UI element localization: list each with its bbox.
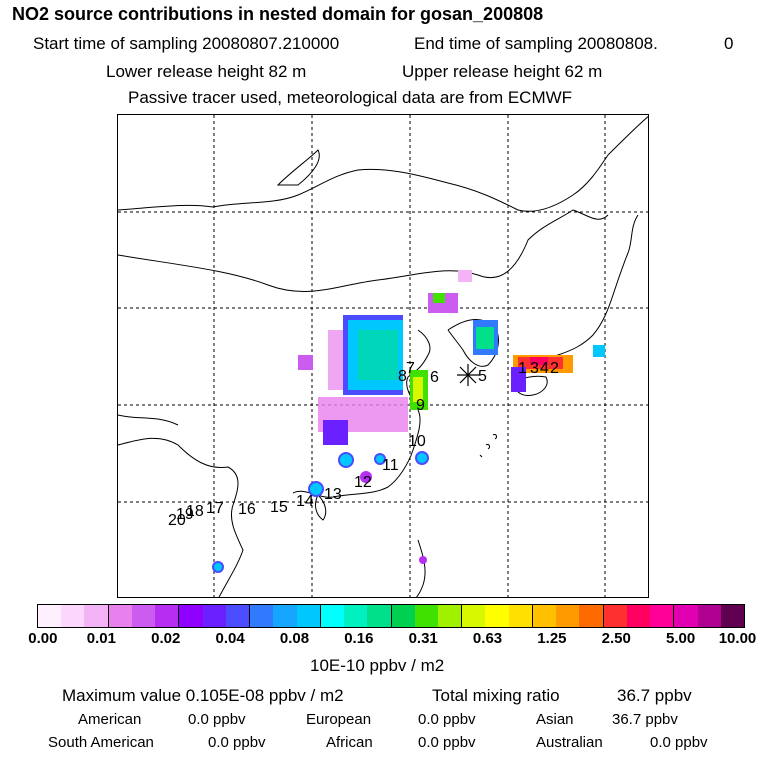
source-label: 15 xyxy=(270,499,288,516)
region-value-south-american: 0.0 ppbv xyxy=(208,734,266,751)
colorbar-swatch xyxy=(179,605,203,627)
colorbar-swatch xyxy=(202,605,226,627)
colorbar xyxy=(37,604,745,628)
colorbar-swatch xyxy=(437,605,463,627)
colorbar-swatch xyxy=(225,605,251,627)
region-value-european: 0.0 ppbv xyxy=(418,711,476,728)
source-label: 10 xyxy=(408,433,426,450)
end-time: End time of sampling 20080808. xyxy=(414,34,658,53)
region-value-australian: 0.0 ppbv xyxy=(650,734,708,751)
colorbar-tick-label: 1.25 xyxy=(537,630,567,647)
colorbar-tick-label: 10.00 xyxy=(718,630,757,647)
colorbar-swatch xyxy=(556,605,580,627)
source-label: 14 xyxy=(296,493,314,510)
colorbar-swatch xyxy=(391,605,415,627)
start-time: Start time of sampling 20080807.210000 xyxy=(33,34,340,53)
region-name-african: African xyxy=(326,734,373,751)
colorbar-swatch xyxy=(344,605,368,627)
colorbar-swatch xyxy=(579,605,604,627)
colorbar-swatch xyxy=(38,605,62,627)
colorbar-tick-label: 0.63 xyxy=(472,630,503,647)
source-label: 13 xyxy=(324,486,342,503)
source-label: 1 xyxy=(518,360,527,377)
source-labels: 1 2 3 4 5 6 7 8 9 10 11 12 13 14 15 16 1… xyxy=(168,360,559,529)
colorbar-swatch xyxy=(296,605,321,627)
colorbar-swatch xyxy=(273,605,297,627)
colorbar-swatch xyxy=(414,605,438,627)
colorbar-tick-label: 0.01 xyxy=(86,630,116,647)
colorbar-tick-label: 0.00 xyxy=(28,630,58,647)
region-value-african: 0.0 ppbv xyxy=(418,734,476,751)
colorbar-swatch xyxy=(674,605,698,627)
colorbar-tick-label: 2.50 xyxy=(601,630,631,647)
colorbar-swatch xyxy=(155,605,180,627)
source-label: 12 xyxy=(354,474,372,491)
colorbar-swatch xyxy=(697,605,721,627)
end-time-value: 0 xyxy=(724,34,734,53)
colorbar-tick-label: 0.31 xyxy=(408,630,438,647)
colorbar-swatch xyxy=(367,605,392,627)
total-mixing-label: Total mixing ratio xyxy=(432,686,560,705)
source-label: 16 xyxy=(238,501,256,518)
colorbar-swatch xyxy=(84,605,109,627)
source-label: 19 xyxy=(176,506,194,523)
colorbar-swatch xyxy=(462,605,486,627)
source-label: 20 xyxy=(168,512,186,529)
map-canvas: 1 2 3 4 5 6 7 8 9 10 11 12 13 14 15 16 1… xyxy=(118,115,648,597)
colorbar-swatch xyxy=(720,605,745,627)
colorbar-swatch xyxy=(626,605,651,627)
colorbar-swatch xyxy=(485,605,509,627)
region-name-american: American xyxy=(78,711,142,728)
colorbar-tick-label: 0.02 xyxy=(151,630,181,647)
map-title: NO2 source contributions in nested domai… xyxy=(12,4,544,24)
source-label: 17 xyxy=(206,500,224,517)
colorbar-swatch xyxy=(508,605,533,627)
colorbar-swatch xyxy=(650,605,675,627)
colorbar-tick-label: 5.00 xyxy=(666,630,696,647)
map-panel: 1 2 3 4 5 6 7 8 9 10 11 12 13 14 15 16 1… xyxy=(117,114,649,598)
source-label: 6 xyxy=(430,369,439,386)
total-mixing-value: 36.7 ppbv xyxy=(617,686,692,705)
source-label: 11 xyxy=(382,457,399,474)
colorbar-swatch xyxy=(131,605,156,627)
region-name-asian: Asian xyxy=(536,711,574,728)
concentration-field xyxy=(212,270,605,573)
colorbar-tick-label: 0.04 xyxy=(215,630,245,647)
upper-release-height: Upper release height 62 m xyxy=(402,62,603,81)
colorbar-tick-label: 0.16 xyxy=(344,630,374,647)
max-value: Maximum value 0.105E-08 ppbv / m2 xyxy=(62,686,344,705)
source-label: 2 xyxy=(550,360,559,377)
region-name-australian: Australian xyxy=(536,734,603,751)
region-value-american: 0.0 ppbv xyxy=(188,711,246,728)
source-label: 3 xyxy=(530,360,539,377)
source-label: 4 xyxy=(540,360,549,377)
region-name-european: European xyxy=(306,711,372,728)
source-label: 9 xyxy=(416,397,425,414)
region-name-south-american: South American xyxy=(48,734,154,751)
colorbar-swatch xyxy=(320,605,345,627)
receptor-asterisk-icon xyxy=(457,364,479,386)
colorbar-swatch xyxy=(603,605,627,627)
source-label: 7 xyxy=(406,360,415,377)
colorbar-tick-label: 0.08 xyxy=(279,630,310,647)
source-label: 5 xyxy=(478,368,487,385)
colorbar-swatch xyxy=(532,605,557,627)
region-value-asian: 36.7 ppbv xyxy=(612,711,678,728)
colorbar-swatch xyxy=(61,605,85,627)
source-label: 18 xyxy=(186,503,204,520)
colorbar-swatch xyxy=(108,605,132,627)
colorbar-swatch xyxy=(250,605,274,627)
colorbar-unit: 10E-10 ppbv / m2 xyxy=(310,656,445,675)
lower-release-height: Lower release height 82 m xyxy=(106,62,307,81)
source-label: 8 xyxy=(398,368,407,385)
tracer-note: Passive tracer used, meteorological data… xyxy=(128,88,573,107)
